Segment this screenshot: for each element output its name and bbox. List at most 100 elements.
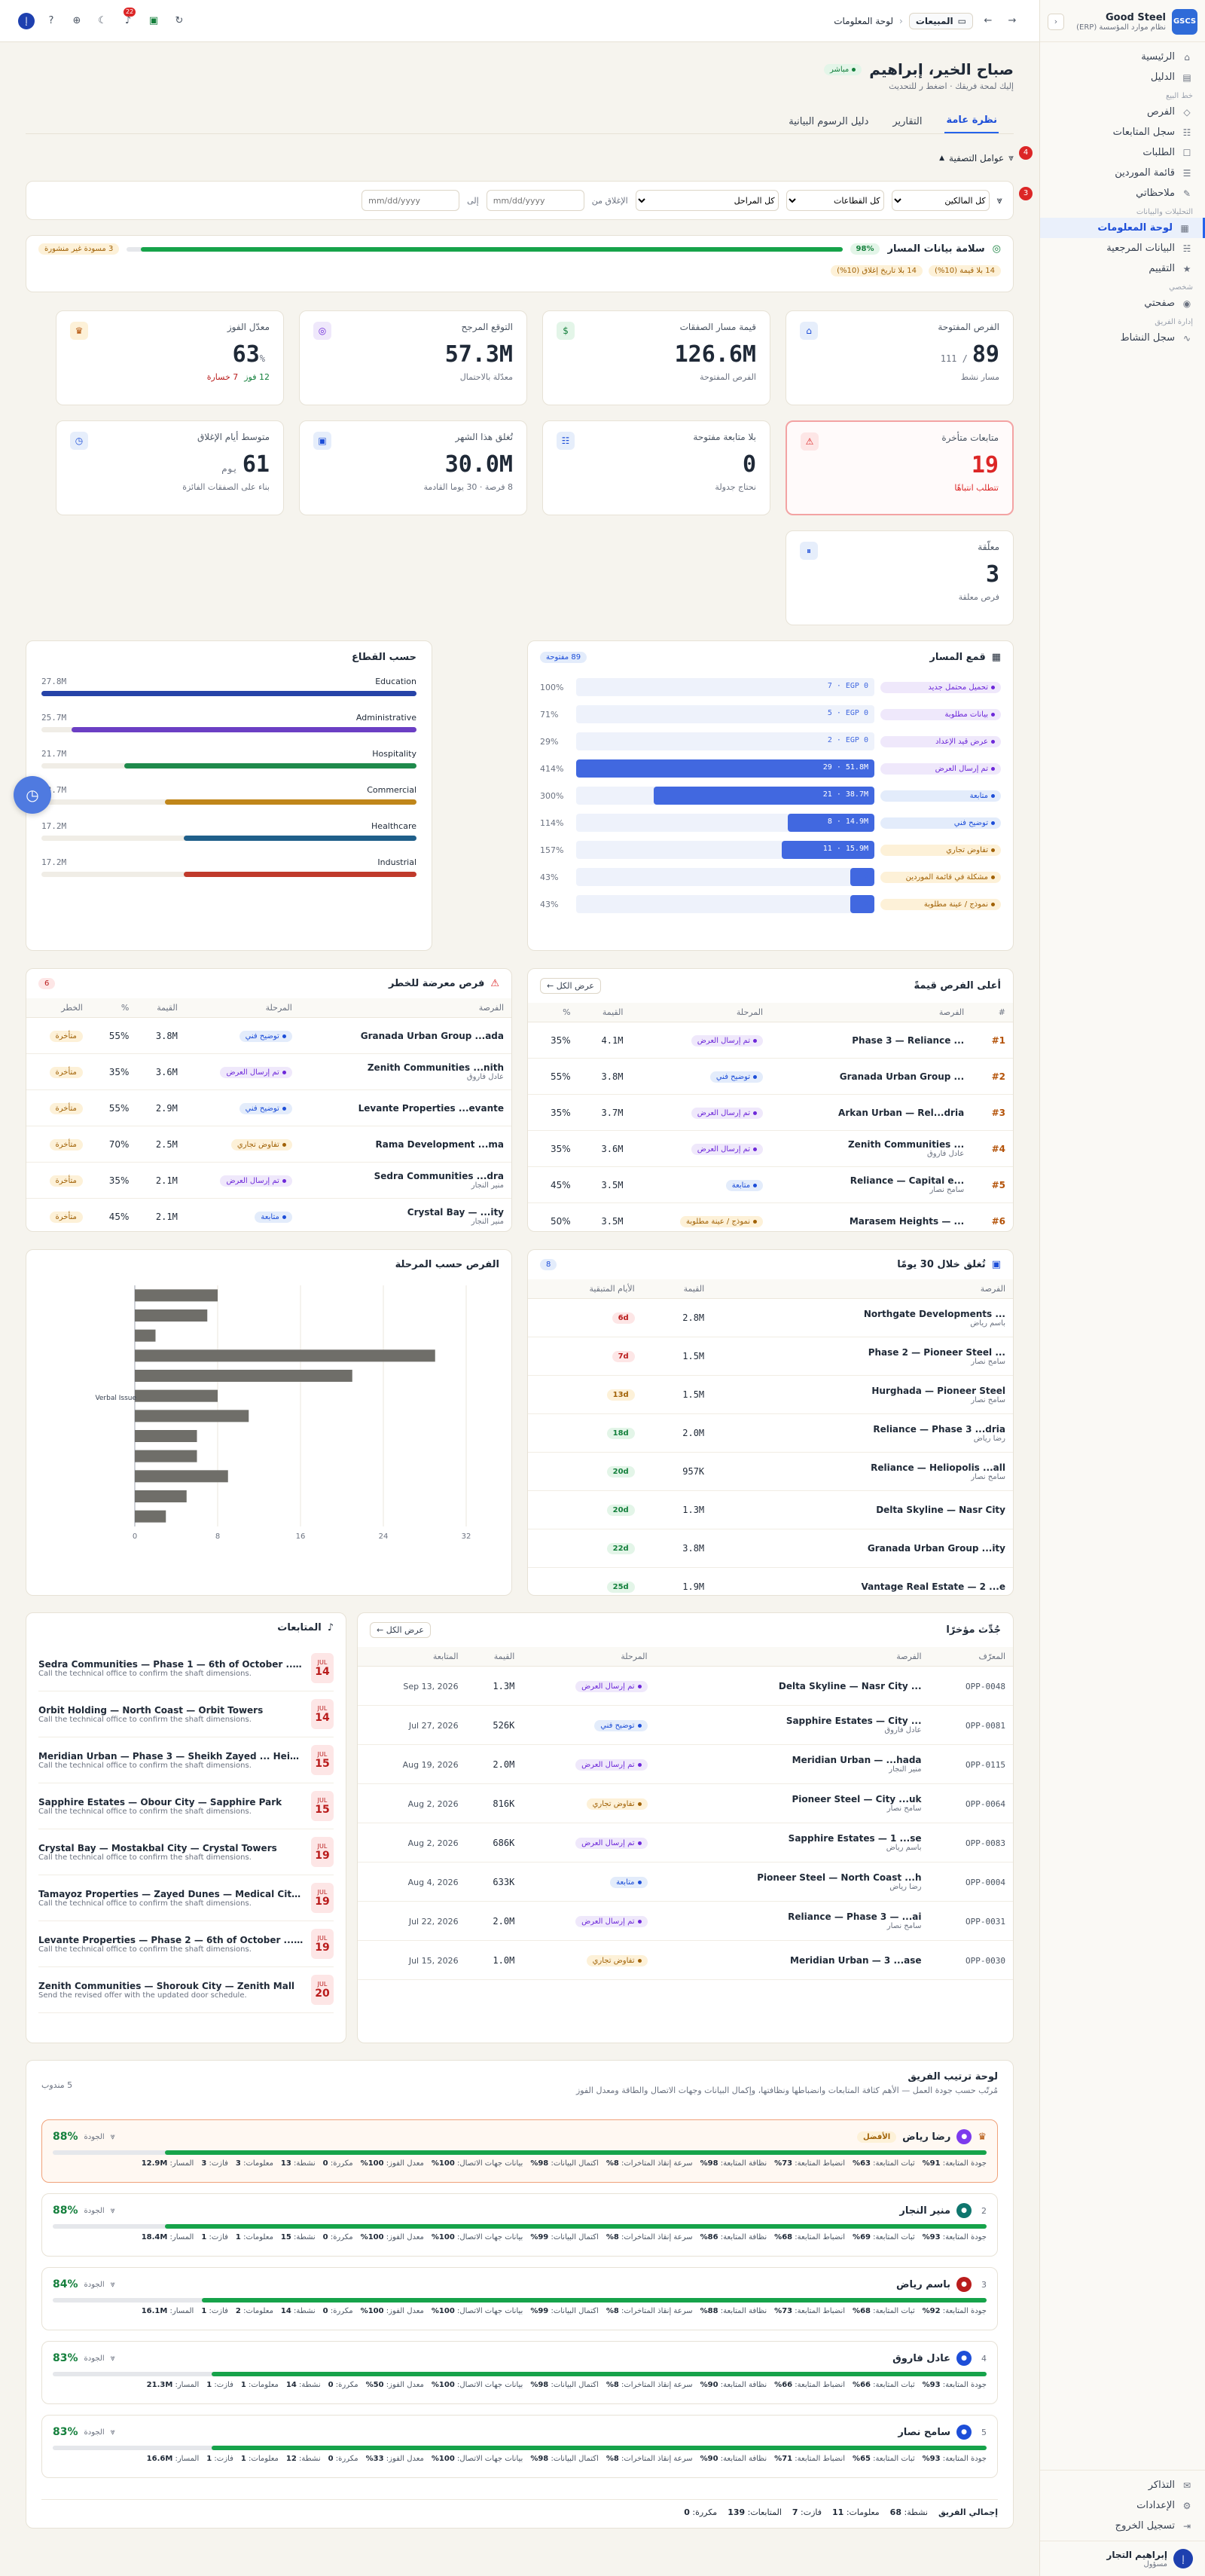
- table-row[interactable]: OPP-0115 Meridian Urban — ...hada منير الن…: [358, 1744, 1013, 1784]
- help-icon[interactable]: ?: [48, 15, 54, 26]
- top-opps-view-all-link[interactable]: عرض الكل ←: [540, 978, 601, 994]
- table-row[interactable]: Reliance — Phase 3 ...dria رضا رياض 2.0M 18…: [528, 1413, 1013, 1453]
- opportunity-cell[interactable]: Reliance — Phase 3 — ...ai سامح نصار: [654, 1901, 929, 1941]
- opportunity-cell[interactable]: Rama Development ...ma: [299, 1126, 511, 1163]
- opportunity-cell[interactable]: Sapphire Estates — City ... عادل فاروق: [654, 1705, 929, 1745]
- opportunity-cell[interactable]: Reliance — Phase 3 ...dria رضا رياض: [712, 1413, 1013, 1453]
- table-row[interactable]: Vantage Real Estate — 2 ...e 1.9M 25d: [528, 1567, 1013, 1595]
- chart-bar[interactable]: [135, 1470, 228, 1483]
- export-icon[interactable]: ▣: [148, 15, 159, 26]
- chart-bar[interactable]: [135, 1289, 218, 1302]
- funnel-row[interactable]: تفاوض تجاري 11 · 15.9M 157%: [540, 836, 1001, 863]
- leaderboard-row[interactable]: 4 ● عادل فاروق ⩔ الجودة 83% جودة المتابعة: 93%…: [41, 2341, 998, 2404]
- user-card[interactable]: إ إبراهيم التجار مسؤول: [1040, 2541, 1205, 2576]
- table-row[interactable]: Sedra Communities ...dra منير النجار تم إر…: [26, 1162, 511, 1199]
- opportunity-cell[interactable]: Reliance — Capital e... سامح نصار: [770, 1166, 972, 1203]
- activity-view-all-link[interactable]: عرض الكل ←: [370, 1622, 431, 1638]
- opportunity-cell[interactable]: Sedra Communities ...dra منير النجار: [299, 1162, 511, 1199]
- sidebar-item[interactable]: ▤ الدليل: [1040, 67, 1205, 87]
- filter-icon[interactable]: ⩔: [110, 2279, 115, 2289]
- followup-item[interactable]: JUL 15 Meridian Urban — Phase 3 — Sheikh Z…: [38, 1737, 334, 1783]
- opportunity-cell[interactable]: Granada Urban Group ...ada: [299, 1017, 511, 1054]
- sector-row[interactable]: Administrative 25.7M: [41, 713, 416, 749]
- funnel-row[interactable]: تحميل محتمل جديد 7 · EGP 0 100%: [540, 674, 1001, 701]
- opportunity-cell[interactable]: Meridian Urban — 3 ...ase: [654, 1940, 929, 1980]
- chart-bar[interactable]: [135, 1329, 156, 1342]
- forward-icon[interactable]: ←: [984, 15, 993, 26]
- opportunity-cell[interactable]: Delta Skyline — Nasr City: [712, 1490, 1013, 1529]
- close-from-date[interactable]: [486, 190, 584, 211]
- funnel-row[interactable]: توضيح فني 8 · 14.9M 114%: [540, 809, 1001, 836]
- leaderboard-row[interactable]: 3 ● باسم رياض ⩔ الجودة 84% جودة المتابعة: 92% ث…: [41, 2267, 998, 2330]
- leaderboard-row[interactable]: 2 ● منير النجار ⩔ الجودة 88% جودة المتابعة: 93…: [41, 2193, 998, 2257]
- health-tag[interactable]: 14 بلا تاريخ إغلاق (10%): [831, 265, 923, 277]
- stage-select[interactable]: كل المراحل: [635, 190, 779, 211]
- refresh-icon[interactable]: ↻: [175, 15, 184, 26]
- sidebar-item[interactable]: ◇ الفرص: [1040, 102, 1205, 122]
- topbar-avatar[interactable]: إ: [18, 12, 35, 29]
- followup-item[interactable]: JUL 15 Sapphire Estates — Obour City — Sap…: [38, 1783, 334, 1829]
- opportunity-cell[interactable]: Granada Urban Group ...: [770, 1058, 972, 1095]
- chart-bar[interactable]: [135, 1410, 249, 1422]
- opportunity-cell[interactable]: Marasem Heights — ...: [770, 1202, 972, 1231]
- tab-1[interactable]: نظرة عامة: [944, 108, 999, 133]
- table-row[interactable]: Levante Properties ...evante توضيح فني 2.9…: [26, 1089, 511, 1126]
- opportunity-cell[interactable]: Meridian Urban — ...hada منير النجار: [654, 1744, 929, 1784]
- opportunity-cell[interactable]: Vantage Real Estate — 2 ...e: [712, 1567, 1013, 1595]
- moon-icon[interactable]: ☾: [98, 15, 107, 26]
- chart-bar[interactable]: [135, 1490, 187, 1502]
- table-row[interactable]: Northgate Developments ... باسم رياض 2.8M 6…: [528, 1298, 1013, 1337]
- sidebar-item[interactable]: ▦ لوحة المعلومات: [1040, 218, 1205, 238]
- followup-item[interactable]: JUL 19 Crystal Bay — Mostakbal City — Crys…: [38, 1829, 334, 1875]
- sidebar-item[interactable]: ⌂ الرئيسية: [1040, 47, 1205, 67]
- kpi-card[interactable]: ⏸ معلّقة 3 فرص معلقة: [786, 530, 1014, 625]
- tab-3[interactable]: دليل الرسوم البيانية: [789, 116, 869, 127]
- sector-row[interactable]: Healthcare 17.2M: [41, 821, 416, 857]
- funnel-row[interactable]: عرض قيد الإعداد 2 · EGP 0 29%: [540, 728, 1001, 755]
- opportunity-cell[interactable]: Phase 3 — Reliance ...: [770, 1022, 972, 1059]
- filter-icon[interactable]: ⩔: [110, 2205, 115, 2215]
- funnel-row[interactable]: مشكلة في قائمة الموردين 6 43%: [540, 863, 1001, 891]
- kpi-card[interactable]: ▣ تُغلق هذا الشهر 30.0M 8 فرصة · 30 يوما ال…: [299, 420, 527, 515]
- sidebar-bottom-item[interactable]: ✉ التذاكر: [1040, 2475, 1205, 2495]
- filter-icon[interactable]: ⩔: [110, 2131, 115, 2141]
- table-row[interactable]: Zenith Communities ...nith عادل فاروق تم إ…: [26, 1053, 511, 1090]
- followup-item[interactable]: JUL 19 Levante Properties — Phase 2 — 6th …: [38, 1921, 334, 1967]
- table-row[interactable]: #1 Phase 3 — Reliance ... تم إرسال العرض 4.…: [528, 1022, 1013, 1059]
- kpi-card[interactable]: ♛ معدّل الفوز 63% 12 فوز 7 خسارة: [56, 310, 284, 405]
- leaderboard-row[interactable]: 5 ● سامح نصار ⩔ الجودة 83% جودة المتابعة: 93% ث…: [41, 2415, 998, 2478]
- kpi-card[interactable]: ⚠ متابعات متأخرة 19 تتطلب انتباهًا: [786, 420, 1014, 515]
- sidebar-item[interactable]: ☐ الطلبات 4: [1019, 142, 1205, 163]
- tab-2[interactable]: التقارير: [892, 116, 923, 127]
- table-row[interactable]: Hurghada — Pioneer Steel سامح نصار 1.5M 13d: [528, 1375, 1013, 1414]
- opportunity-cell[interactable]: Delta Skyline — Nasr City ...: [654, 1666, 929, 1706]
- table-row[interactable]: Granada Urban Group ...ity 3.8M 22d: [528, 1529, 1013, 1568]
- sidebar-item[interactable]: ☷ سجل المتابعات: [1040, 122, 1205, 142]
- table-row[interactable]: OPP-0081 Sapphire Estates — City ... عادل …: [358, 1705, 1013, 1745]
- sector-row[interactable]: Industrial 17.2M: [41, 857, 416, 894]
- funnel-row[interactable]: تم إرسال العرض 29 · 51.8M 414%: [540, 755, 1001, 782]
- funnel-row[interactable]: متابعة 21 · 38.7M 300%: [540, 782, 1001, 809]
- opportunity-cell[interactable]: Crystal Bay — ...ity منير النجار: [299, 1198, 511, 1231]
- opportunity-cell[interactable]: Pioneer Steel — City ...uk سامح نصار: [654, 1783, 929, 1823]
- table-row[interactable]: OPP-0083 Sapphire Estates — 1 ...se باسم ر…: [358, 1823, 1013, 1862]
- chart-bar[interactable]: [135, 1430, 197, 1442]
- sidebar-item[interactable]: ☰ قائمة الموردين: [1040, 163, 1205, 183]
- table-row[interactable]: #6 Marasem Heights — ... نموذج / عينة مطلو…: [528, 1202, 1013, 1231]
- sector-row[interactable]: Education 27.8M: [41, 677, 416, 713]
- collapse-sidebar-button[interactable]: ‹: [1048, 13, 1064, 30]
- opportunity-cell[interactable]: Granada Urban Group ...ity: [712, 1529, 1013, 1568]
- followup-item[interactable]: JUL 14 Orbit Holding — North Coast — Orbit…: [38, 1691, 334, 1737]
- sector-select[interactable]: كل القطاعات: [786, 190, 884, 211]
- sidebar-item[interactable]: ∿ سجل النشاط: [1040, 328, 1205, 348]
- table-row[interactable]: Delta Skyline — Nasr City 1.3M 20d: [528, 1490, 1013, 1529]
- followup-item[interactable]: JUL 14 Sedra Communities — Phase 1 — 6th o…: [38, 1646, 334, 1691]
- table-row[interactable]: OPP-0031 Reliance — Phase 3 — ...ai سامح ن…: [358, 1901, 1013, 1941]
- sidebar-item[interactable]: ☵ البيانات المرجعية: [1040, 238, 1205, 258]
- kpi-card[interactable]: ⌂ الفرص المفتوحة 89 / 111 مسار نشط: [786, 310, 1014, 405]
- back-icon[interactable]: →: [1008, 15, 1017, 26]
- chart-bar[interactable]: [135, 1349, 435, 1362]
- history-fab-button[interactable]: ◷: [14, 776, 51, 814]
- kpi-card[interactable]: ☷ بلا متابعة مفتوحة 0 نحتاج جدولة: [542, 420, 770, 515]
- opportunity-cell[interactable]: Zenith Communities ... عادل فاروق: [770, 1130, 972, 1167]
